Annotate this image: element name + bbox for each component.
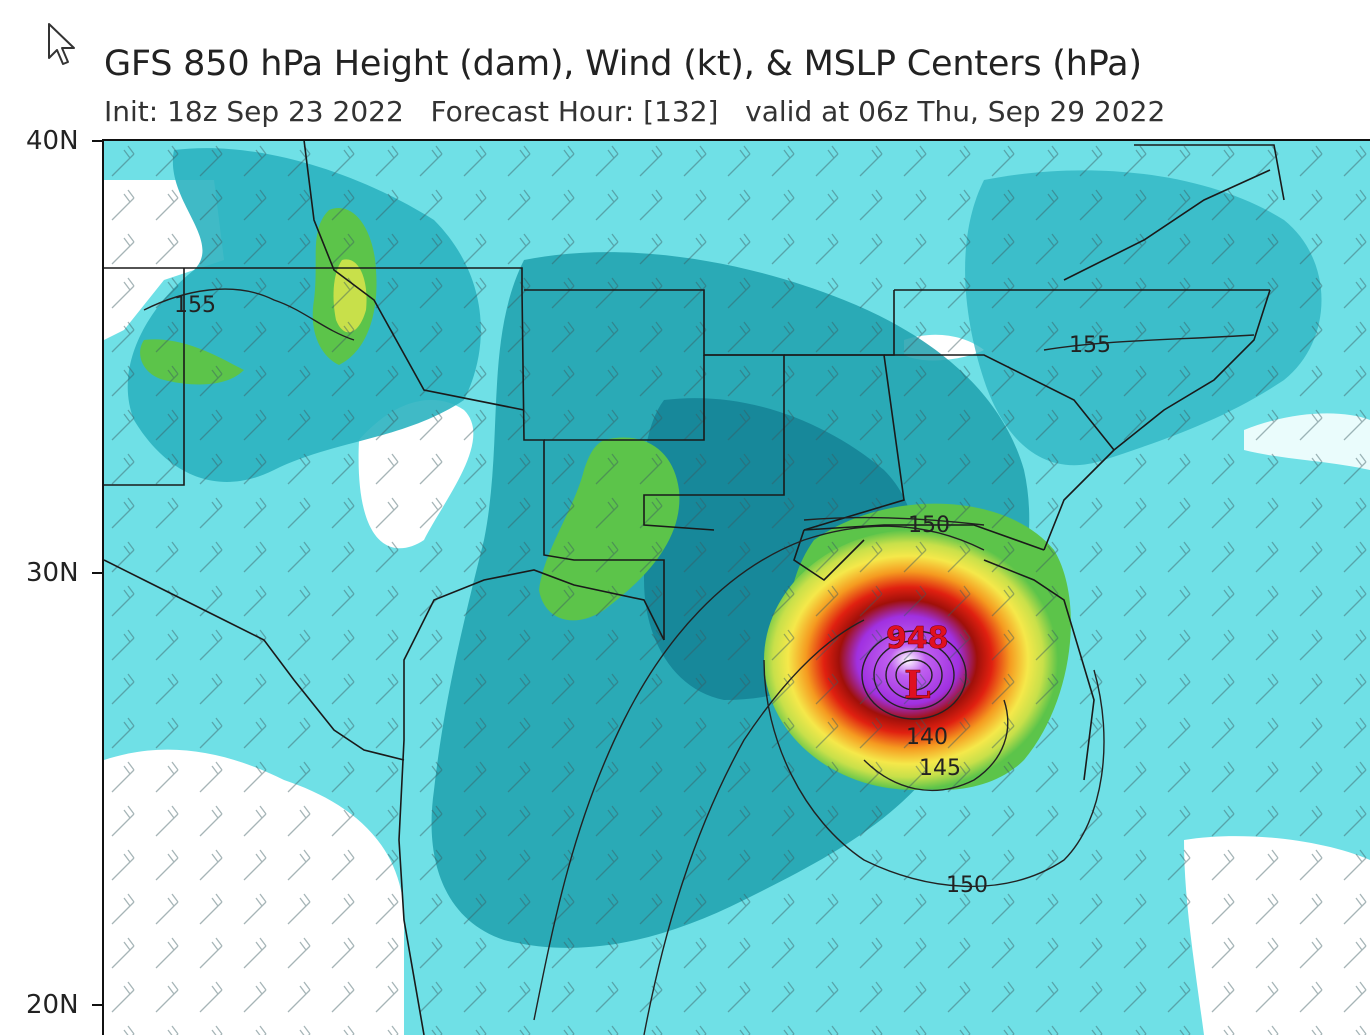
forecast-hour: Forecast Hour: [132] <box>430 95 719 128</box>
contour-label-155-west: 155 <box>174 293 216 318</box>
contour-label-140: 140 <box>906 725 948 750</box>
contour-label-150-south: 150 <box>946 873 988 898</box>
lat-tick-40n <box>92 140 104 142</box>
weather-map: 155 155 150 140 145 150 948 L <box>104 140 1370 1035</box>
chart-title: GFS 850 hPa Height (dam), Wind (kt), & M… <box>104 44 1142 84</box>
valid-time: valid at 06z Thu, Sep 29 2022 <box>745 95 1166 128</box>
map-left-border <box>102 140 104 1035</box>
lat-label-40n: 40N <box>26 126 79 156</box>
lat-tick-20n <box>92 1004 104 1006</box>
map-top-border <box>102 139 1370 141</box>
contour-label-150-north: 150 <box>908 513 950 538</box>
chart-subtitle: Init: 18z Sep 23 2022 Forecast Hour: [13… <box>104 95 1165 128</box>
low-center-symbol: L <box>904 662 931 707</box>
low-center-pressure: 948 <box>886 621 949 656</box>
init-time: Init: 18z Sep 23 2022 <box>104 95 404 128</box>
lat-label-20n: 20N <box>26 990 79 1020</box>
contour-label-145: 145 <box>919 756 961 781</box>
lat-tick-30n <box>92 572 104 574</box>
wind-barbs-overlay <box>104 140 1370 1035</box>
lat-label-30n: 30N <box>26 558 79 588</box>
contour-label-155-east: 155 <box>1069 333 1111 358</box>
state-boundaries <box>104 140 1285 1035</box>
height-contours <box>143 288 1255 1035</box>
mouse-cursor-icon <box>48 23 75 65</box>
